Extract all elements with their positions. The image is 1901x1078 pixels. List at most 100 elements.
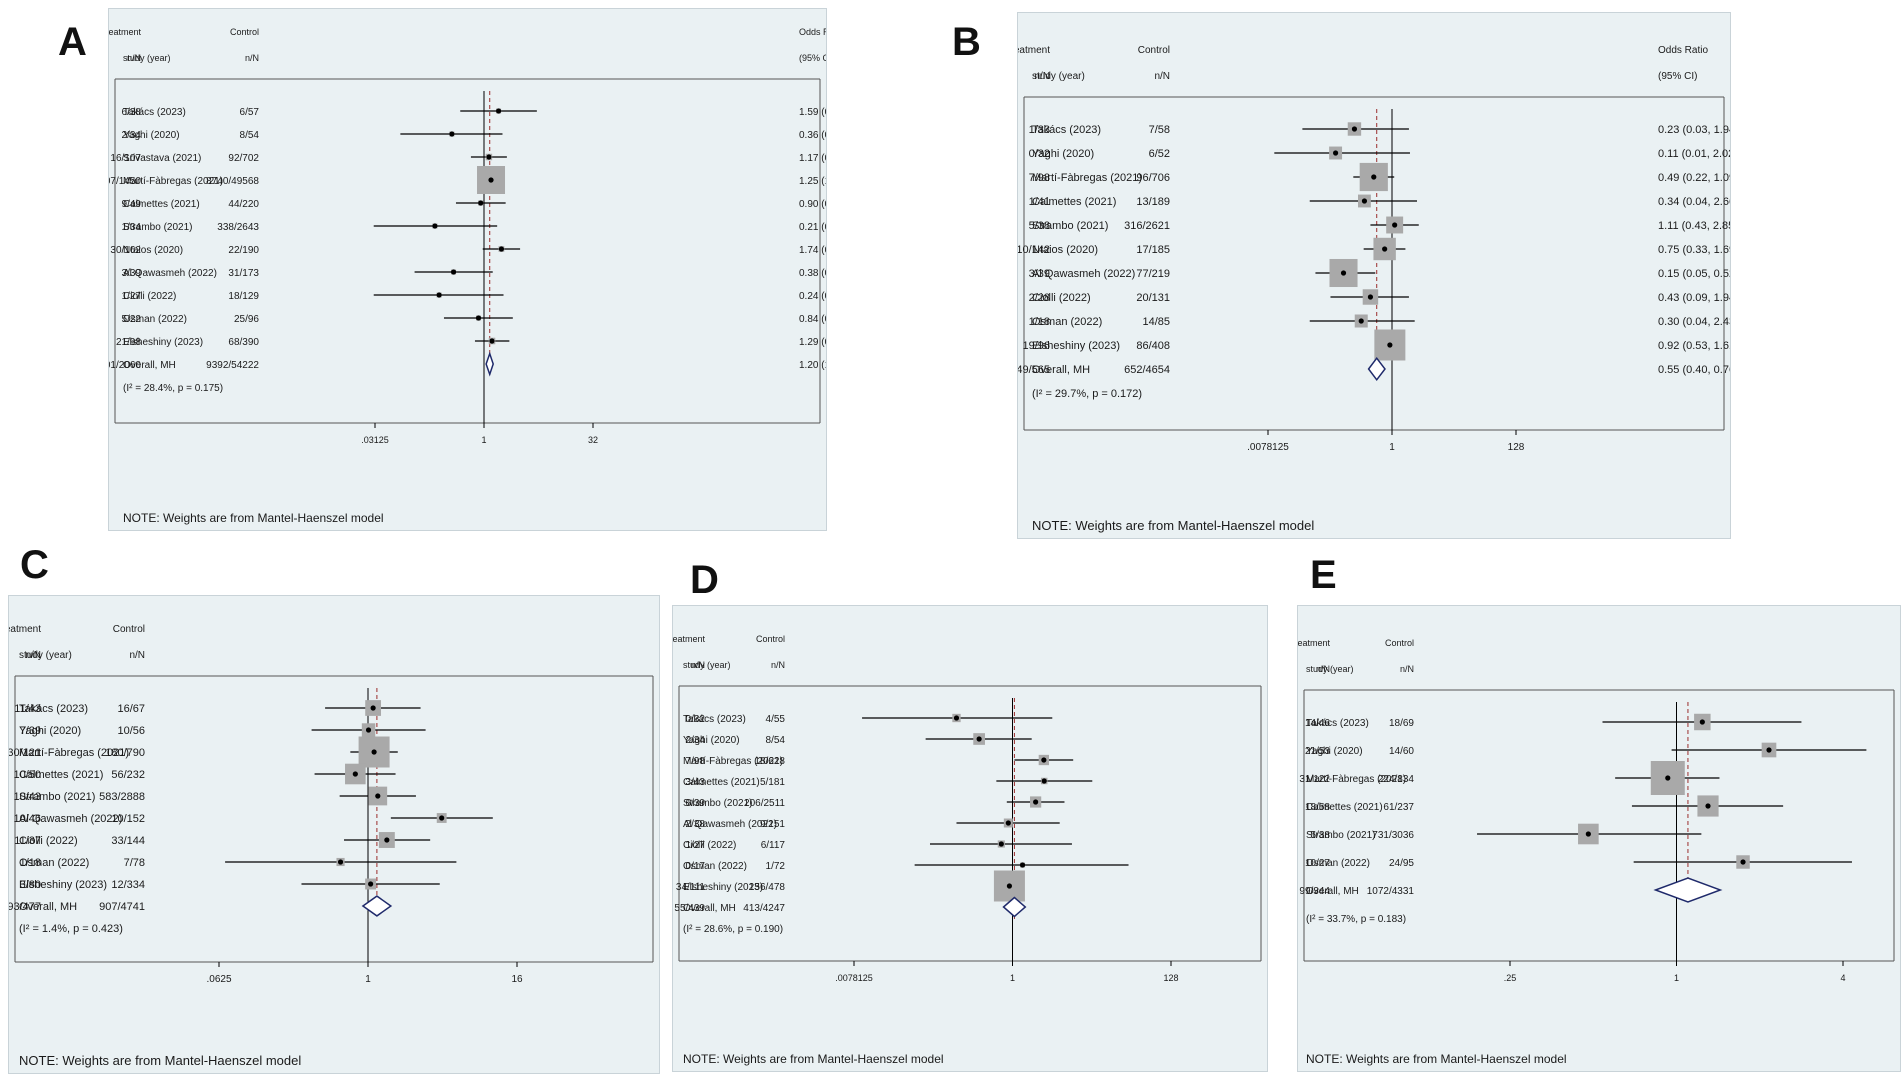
study-control: 56/232 [111,769,145,781]
study-treatment: 21/53 [1305,746,1330,757]
study-control: 18/69 [1389,718,1414,729]
point-estimate [1006,883,1013,889]
study-treatment: 11/37 [14,835,41,847]
header-study-year: study (year) [123,53,171,63]
study-name: Ciolli (2022) [19,835,78,847]
study-name: Takács (2023) [123,107,186,118]
study-ci: 0.92 (0.53, 1.61) [1658,340,1730,352]
study-control: 180/790 [105,747,145,759]
study-treatment: 1/18 [20,857,41,869]
footnote-weights: NOTE: Weights are from Mantel-Haenszel m… [1032,518,1314,533]
study-name: Ntaios (2020) [1032,244,1098,256]
study-name: Martí-Fàbregas (2021) [1032,172,1142,184]
x-tick-label: .0625 [206,974,231,985]
forest-plot-d-svg: TreatmentControlOdds Ratio%study (year)n… [664,634,1394,1066]
header-control-nn: n/N [1400,664,1414,674]
header-control: Control [230,27,259,37]
study-treatment: 10/46 [13,813,41,825]
study-control: 24/95 [1389,858,1414,869]
overall-label: Overall, MH [1306,886,1359,897]
study-treatment: 3/39 [1029,268,1050,280]
study-ci: 0.38 (0.11, 1.32) [799,268,826,279]
point-estimate [337,859,344,865]
study-control: 10/152 [111,813,145,825]
study-control: 206/2511 [744,798,785,809]
overall-control: 652/4654 [1124,364,1170,376]
study-control: 20/131 [1136,292,1170,304]
study-name: Martí-Fàbregas (2021) [123,176,223,187]
point-estimate [1766,747,1772,753]
study-control: 338/2643 [217,222,259,233]
x-tick-label: 128 [1508,442,1525,453]
forest-plot-c-svg: TreatmentControlOdds Ratio%study (year)n… [0,624,746,1068]
study-ci: 1.25 (1.10, 1.43) [799,176,826,187]
study-name: Martí-Fàbregas (2021) [1306,774,1406,785]
forest-plot-e: TreatmentControlOdds Ratio%study (year)n… [1289,605,1901,1072]
header-treatment: Treatment [1298,638,1330,648]
point-estimate [998,841,1004,847]
header-control-nn: n/N [245,53,259,63]
study-name: Calmettes (2021) [1306,802,1383,813]
point-estimate [368,881,374,887]
study-ci: 0.30 (0.04, 2.43) [1658,316,1730,328]
study-control: 6/52 [1149,148,1170,160]
study-name: Strambo (2021) [19,791,95,803]
point-estimate [1033,799,1039,805]
point-estimate [1665,775,1671,781]
study-treatment: 2/28 [1029,292,1050,304]
overall-diamond [485,351,494,377]
point-estimate [432,223,438,229]
study-control: 7/58 [1149,124,1170,136]
study-name: Martí-Fàbregas (2021) [19,747,129,759]
overall-ci: 1.20 (1.07, 1.34) [799,360,826,371]
study-name: Yaghi (2020) [19,725,81,737]
x-tick-label: .03125 [361,435,389,445]
study-control: 6/117 [761,840,786,851]
header-study-year: study (year) [19,650,72,661]
header-control: Control [1385,638,1414,648]
study-treatment: 1/41 [1029,196,1050,208]
point-estimate [1358,318,1364,324]
x-tick-label: 128 [1163,973,1178,983]
study-control: 1/72 [766,861,786,872]
heterogeneity-text: (I² = 1.4%, p = 0.423) [19,923,123,935]
study-ci: 1.17 (0.66, 2.07) [799,153,826,164]
study-treatment: 11/43 [14,703,41,715]
point-estimate [1382,246,1388,252]
heterogeneity-text: (I² = 28.6%, p = 0.190) [683,924,783,935]
overall-control: 907/4741 [99,901,145,913]
study-ci: 0.36 (0.07, 1.80) [799,130,826,141]
overall-diamond [361,895,393,917]
study-ci: 0.90 (0.41, 1.99) [799,199,826,210]
forest-plot-b-svg: TreatmentControlOdds Ratio%study (year)n… [1005,45,1808,533]
study-treatment: 5/38 [1311,830,1331,841]
study-name: Osman (2022) [683,861,747,872]
footnote-weights: NOTE: Weights are from Mantel-Haenszel m… [1306,1052,1567,1066]
point-estimate [976,736,982,742]
study-control: 9/151 [760,819,785,830]
x-tick-label: 1 [1010,973,1015,983]
point-estimate [384,837,390,843]
header-treatment: Treatment [109,27,141,37]
overall-control: 413/4247 [743,903,785,914]
study-name: Al Qawasmeh (2022) [123,268,217,279]
study-name: Osman (2022) [19,857,89,869]
study-treatment: 6/38 [122,107,142,118]
panel-letter-d: D [690,558,719,602]
overall-control: 1072/4331 [1367,886,1415,897]
study-treatment: 6/39 [686,798,706,809]
study-control: 33/144 [111,835,145,847]
study-control: 5/181 [760,777,785,788]
study-name: Yaghi (2020) [123,130,180,141]
study-treatment: 7/98 [686,756,706,767]
header-treatment: Treatment [673,634,705,644]
footnote-weights: NOTE: Weights are from Mantel-Haenszel m… [123,511,384,525]
study-treatment: 0/17 [686,861,706,872]
overall-treatment: 93/477 [9,901,41,913]
study-name: Strambo (2021) [1032,220,1108,232]
header-study-year: study (year) [683,660,731,670]
point-estimate [1699,719,1705,725]
point-estimate [1351,126,1358,132]
point-estimate [371,749,377,755]
panel-letter-b: B [952,20,981,64]
